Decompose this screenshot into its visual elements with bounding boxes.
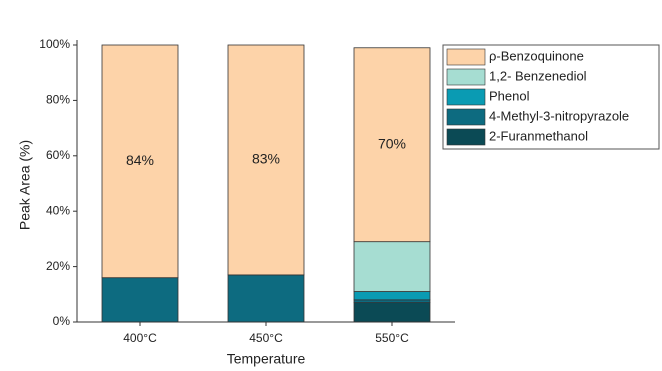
y-tick-label: 100% bbox=[39, 37, 70, 51]
x-axis-label: Temperature bbox=[227, 351, 306, 367]
legend: ρ-Benzoquinone 1,2- Benzenediol Phenol 4-Me… bbox=[442, 44, 660, 150]
x-tick-label: 550°C bbox=[375, 331, 409, 345]
bars bbox=[101, 44, 431, 323]
y-tick-label: 40% bbox=[46, 203, 70, 217]
bar-segment bbox=[353, 302, 431, 323]
legend-label: 2-Furanmethanol bbox=[489, 128, 588, 143]
y-tick-label: 0% bbox=[53, 314, 71, 328]
legend-swatch bbox=[446, 48, 486, 66]
x-tick-label: 400°C bbox=[123, 331, 157, 345]
bar-segment bbox=[101, 44, 179, 279]
legend-label: 1,2- Benzenediol bbox=[489, 68, 587, 83]
legend-label: Phenol bbox=[489, 88, 530, 103]
data-label: 70% bbox=[378, 135, 406, 151]
bar-segment bbox=[227, 274, 305, 323]
bar-segment bbox=[353, 47, 431, 243]
bar-segment bbox=[353, 299, 431, 304]
data-label: 84% bbox=[126, 152, 154, 168]
bar-segment bbox=[353, 241, 431, 292]
legend-label: 4-Methyl-3-nitropyrazole bbox=[489, 108, 629, 123]
legend-swatch bbox=[446, 88, 486, 106]
legend-swatch bbox=[446, 128, 486, 146]
legend-label: ρ-Benzoquinone bbox=[489, 48, 584, 63]
bar-segment bbox=[101, 277, 179, 323]
data-label: 83% bbox=[252, 151, 280, 167]
bar-segment bbox=[353, 291, 431, 301]
legend-swatch bbox=[446, 68, 486, 86]
y-tick-label: 60% bbox=[46, 148, 70, 162]
y-axis-label: Peak Area (%) bbox=[17, 140, 33, 230]
y-tick-label: 80% bbox=[46, 93, 70, 107]
x-tick-label: 450°C bbox=[249, 331, 283, 345]
bar-segment bbox=[227, 44, 305, 276]
legend-swatch bbox=[446, 108, 486, 126]
y-tick-label: 20% bbox=[46, 259, 70, 273]
